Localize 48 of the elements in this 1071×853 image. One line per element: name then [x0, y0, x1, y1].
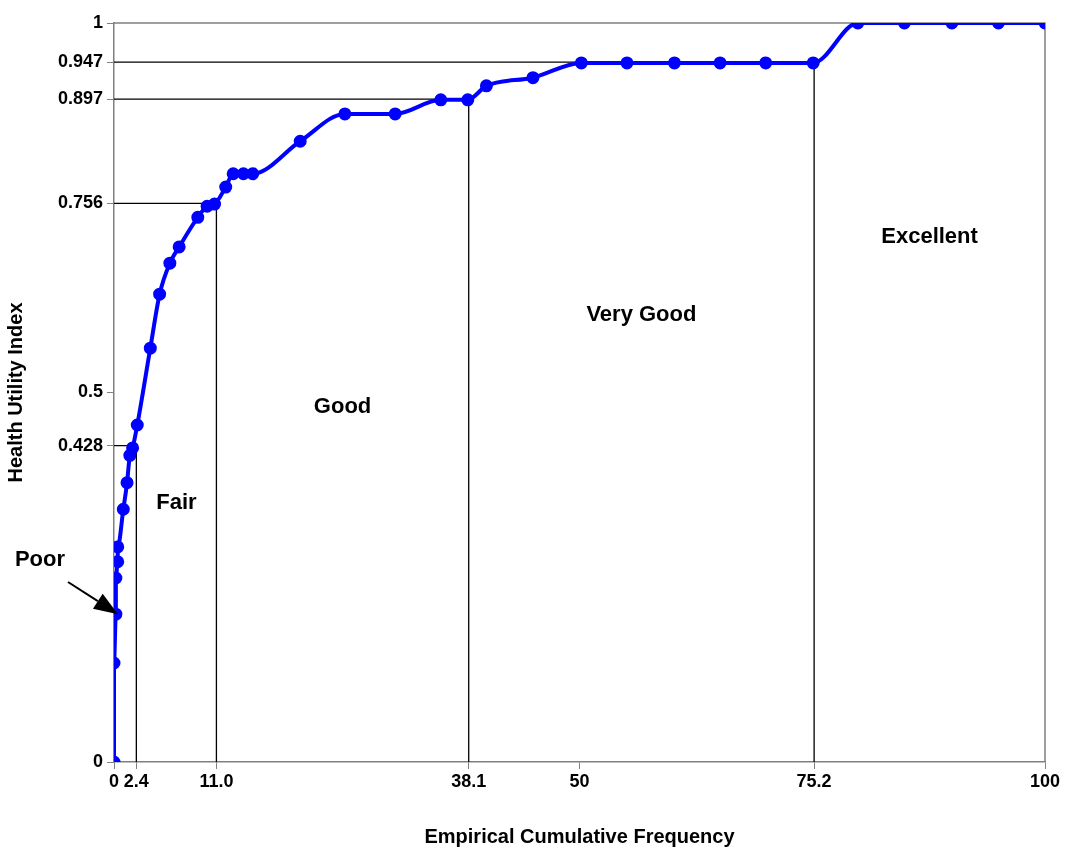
x-tick-label: 38.1 [451, 770, 487, 791]
x-tick-label: 100 [1029, 770, 1061, 791]
y-tick-label: 0.897 [57, 88, 103, 109]
x-tick-label: 2.4 [123, 770, 149, 791]
y-tick-label: 0.428 [57, 434, 103, 455]
point [246, 167, 260, 181]
point [713, 56, 727, 70]
point [153, 287, 167, 301]
point [667, 56, 681, 70]
point [434, 93, 448, 107]
y-tick-label: 0.756 [57, 192, 103, 213]
point [806, 56, 820, 70]
point [191, 210, 205, 224]
point [479, 79, 493, 93]
y-tick-label: 1 [92, 11, 103, 32]
point [574, 56, 588, 70]
text: Poor [14, 546, 66, 572]
point [293, 134, 307, 148]
x-tick-label: 11.0 [199, 770, 234, 791]
point [120, 476, 134, 490]
point [526, 71, 540, 85]
point [116, 502, 130, 516]
point [130, 418, 144, 432]
point [172, 240, 186, 254]
y-tick-label: 0.5 [77, 381, 103, 402]
x-tick-label: 50 [569, 770, 590, 791]
point [388, 107, 402, 121]
annotation: Very Good [586, 300, 697, 326]
point [461, 93, 475, 107]
y-axis-title: Health Utility Index [3, 302, 26, 483]
point [226, 167, 240, 181]
point [338, 107, 352, 121]
x-tick-label: 0 [108, 770, 120, 791]
annotation: Fair [156, 489, 197, 515]
point [143, 341, 157, 355]
annotation: Excellent [881, 223, 979, 249]
annotation: Good [313, 393, 372, 419]
point [219, 180, 233, 194]
y-tick-label: 0 [92, 750, 103, 771]
point [236, 167, 250, 181]
point [208, 197, 222, 211]
x-tick-label: 75.2 [796, 770, 832, 791]
point [620, 56, 634, 70]
y-tick-label: 0.947 [57, 51, 103, 72]
point [759, 56, 773, 70]
point [163, 256, 177, 270]
x-axis-title: Empirical Cumulative Frequency [424, 824, 736, 847]
point [126, 441, 140, 455]
